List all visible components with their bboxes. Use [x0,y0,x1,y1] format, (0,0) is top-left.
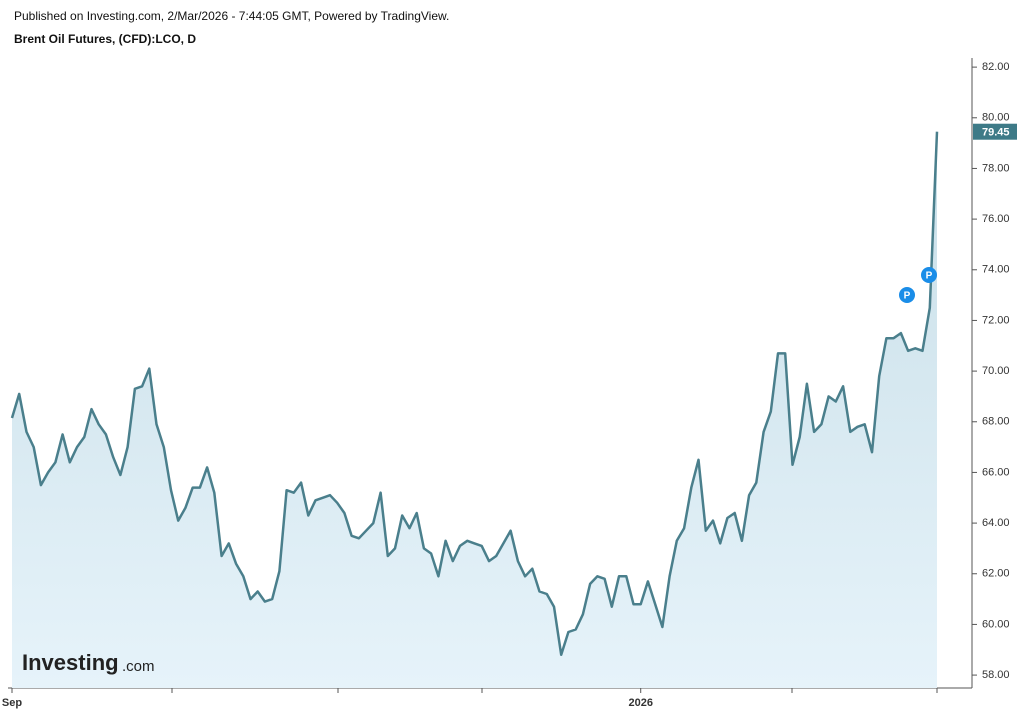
event-marker-icon: P [926,271,933,282]
y-tick-label: 80.00 [982,112,1010,124]
y-tick-label: 58.00 [982,669,1010,681]
event-marker[interactable] [899,287,915,303]
y-tick-label: 66.00 [982,466,1010,478]
y-tick-label: 74.00 [982,264,1010,276]
y-tick-label: 72.00 [982,314,1010,326]
y-tick-label: 68.00 [982,416,1010,428]
last-price-box [973,123,1017,140]
logo-brand: Investing [22,650,119,675]
y-tick-label: 82.00 [982,61,1010,73]
x-minor-ticks [171,688,938,693]
last-price-label: 79.45 [982,127,1010,139]
y-tick-label: 64.00 [982,517,1010,529]
published-line: Published on Investing.com, 2/Mar/2026 -… [14,9,449,23]
price-line [10,131,939,657]
area-fill [12,131,937,688]
x-tick-label: 2026 [628,697,652,709]
y-tick-label: 70.00 [982,365,1010,377]
y-tick-label: 76.00 [982,213,1010,225]
y-tick-label: 62.00 [982,568,1010,580]
event-marker-icon: P [904,291,911,302]
x-tick-label: Sep [2,697,22,709]
y-tick-label: 60.00 [982,618,1010,630]
y-tick-label: 78.00 [982,162,1010,174]
symbol-title: Brent Oil Futures, (CFD):LCO, D [14,32,196,46]
logo-suffix: .com [122,658,155,675]
event-marker[interactable] [921,267,937,283]
